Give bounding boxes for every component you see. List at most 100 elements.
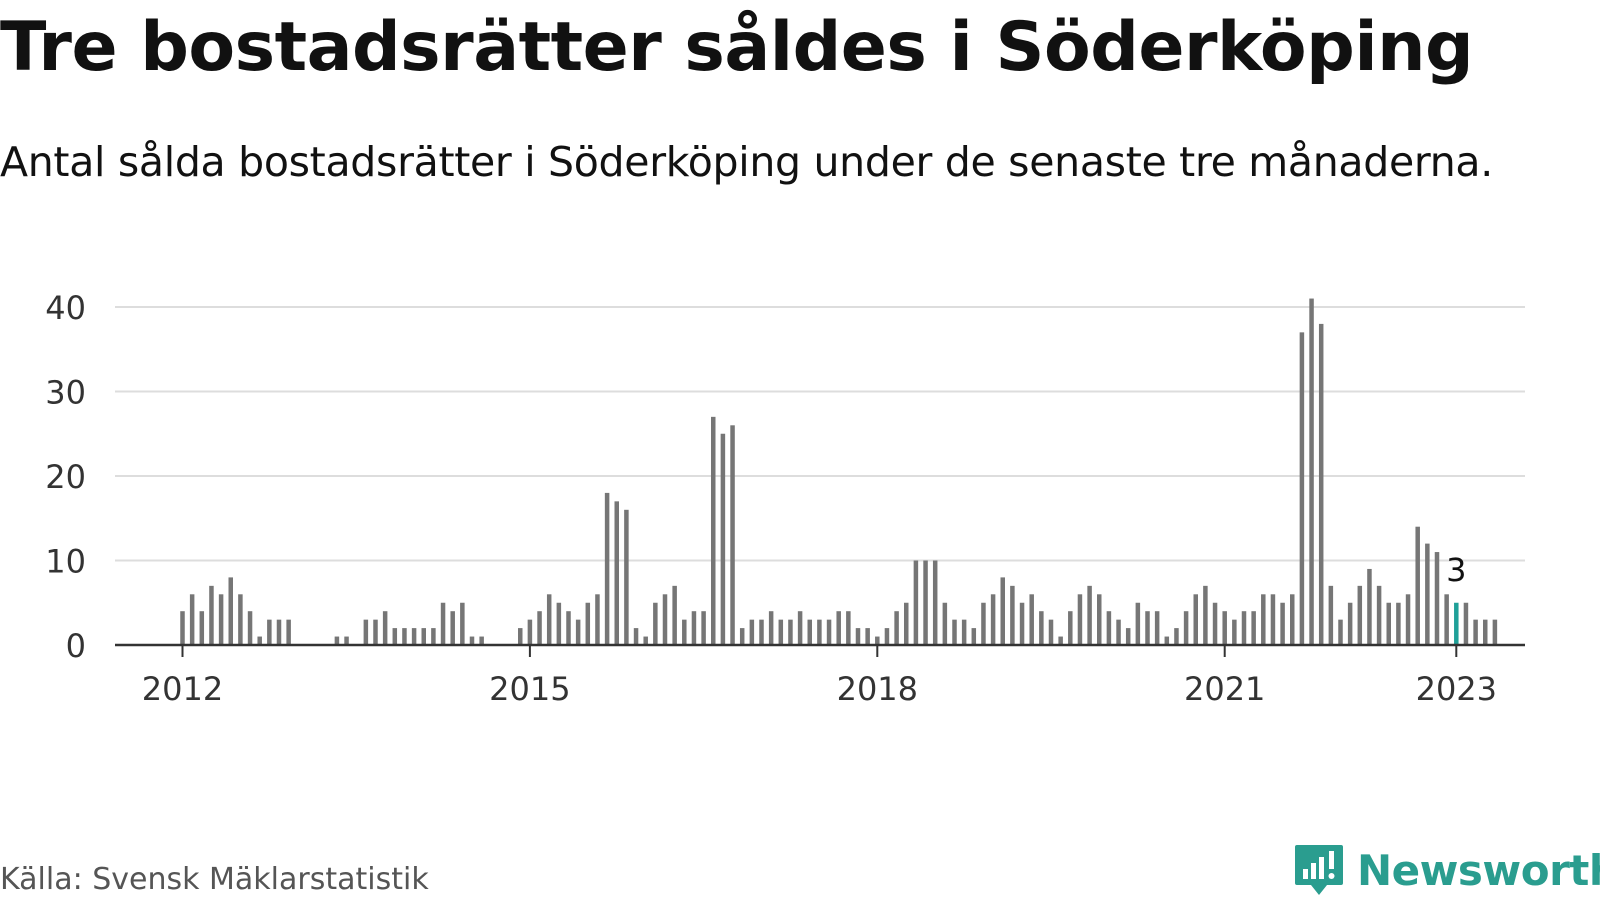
bar [643, 636, 648, 645]
brand-name: Newsworthy [1357, 845, 1600, 895]
bar [990, 594, 996, 645]
bar [653, 602, 658, 645]
bar [971, 628, 977, 645]
bar [1270, 594, 1276, 645]
bar [942, 602, 948, 645]
bar [1309, 298, 1314, 645]
bar [1019, 602, 1025, 645]
bar [701, 611, 706, 645]
bar [286, 619, 291, 645]
x-axis-ticks: 2012 2015 2018 2021 2023 [142, 645, 1497, 708]
x-tick-label: 2015 [489, 670, 570, 708]
y-tick-label: 0 [66, 627, 86, 665]
bar [1039, 611, 1044, 645]
bar [537, 611, 542, 645]
bar [363, 619, 369, 645]
bar [267, 619, 272, 645]
bar [228, 577, 233, 645]
grid-lines [115, 306, 1525, 562]
bar [402, 628, 407, 645]
x-tick-label: 2021 [1184, 670, 1265, 708]
bar [1367, 568, 1372, 645]
bar [1280, 602, 1285, 645]
bars [180, 298, 1498, 645]
bar [1125, 628, 1131, 645]
bar [691, 611, 697, 645]
bar [1145, 611, 1150, 645]
bar [1077, 594, 1083, 645]
chart-subtitle: Antal sålda bostadsrätter i Söderköping … [0, 138, 1493, 186]
bar [209, 585, 214, 645]
bar [344, 636, 349, 645]
bar [1415, 526, 1420, 645]
bar [595, 594, 600, 645]
bar [682, 619, 687, 645]
bar [373, 619, 378, 645]
bar [1463, 602, 1469, 645]
bar [961, 619, 967, 645]
bar [730, 425, 735, 645]
bar [1135, 602, 1141, 645]
bar [247, 611, 253, 645]
bar [431, 628, 436, 645]
bar [392, 628, 398, 645]
bar [1376, 585, 1382, 645]
bar [1203, 585, 1208, 645]
bar [199, 611, 205, 645]
bar [981, 602, 986, 645]
bar [276, 619, 282, 645]
bar [1183, 611, 1189, 645]
bar [1000, 577, 1005, 645]
bar [189, 594, 195, 645]
bar [257, 636, 262, 645]
bar [1241, 611, 1247, 645]
bar [1164, 636, 1170, 645]
x-tick-label: 2012 [142, 670, 223, 708]
bar [1048, 619, 1054, 645]
bar [759, 619, 764, 645]
bar [518, 628, 523, 645]
bar [585, 602, 591, 645]
bar [1290, 594, 1295, 645]
bar [624, 509, 629, 645]
bar [855, 628, 861, 645]
bar [633, 628, 639, 645]
bar [1318, 323, 1324, 645]
y-axis-labels: 0 10 20 30 40 [45, 289, 86, 665]
bar [1106, 611, 1112, 645]
bar [1193, 594, 1198, 645]
bar [421, 628, 426, 645]
x-tick-label: 2023 [1416, 670, 1497, 708]
bar [1087, 585, 1092, 645]
y-tick-label: 40 [45, 289, 86, 327]
bar [1347, 602, 1353, 645]
bar [952, 619, 957, 645]
bar [1357, 585, 1363, 645]
bar [1492, 619, 1498, 645]
bar [218, 594, 224, 645]
bar [1405, 594, 1411, 645]
bar [1222, 611, 1227, 645]
bar [1154, 611, 1160, 645]
bar [1058, 636, 1063, 645]
bar [450, 611, 455, 645]
bar [846, 611, 851, 645]
bar [884, 628, 890, 645]
bar [1338, 619, 1343, 645]
bar [817, 619, 822, 645]
bar [788, 619, 793, 645]
bar [1212, 602, 1218, 645]
y-tick-label: 30 [45, 374, 86, 412]
bar [1029, 594, 1034, 645]
bar [894, 611, 899, 645]
bar [720, 433, 726, 645]
bar [662, 594, 668, 645]
chart-title: Tre bostadsrätter såldes i Söderköping [0, 8, 1474, 87]
bar [1174, 628, 1179, 645]
bar [1068, 611, 1073, 645]
bar [797, 611, 803, 645]
bar [1299, 332, 1305, 645]
bar [440, 602, 446, 645]
bar [711, 416, 716, 645]
